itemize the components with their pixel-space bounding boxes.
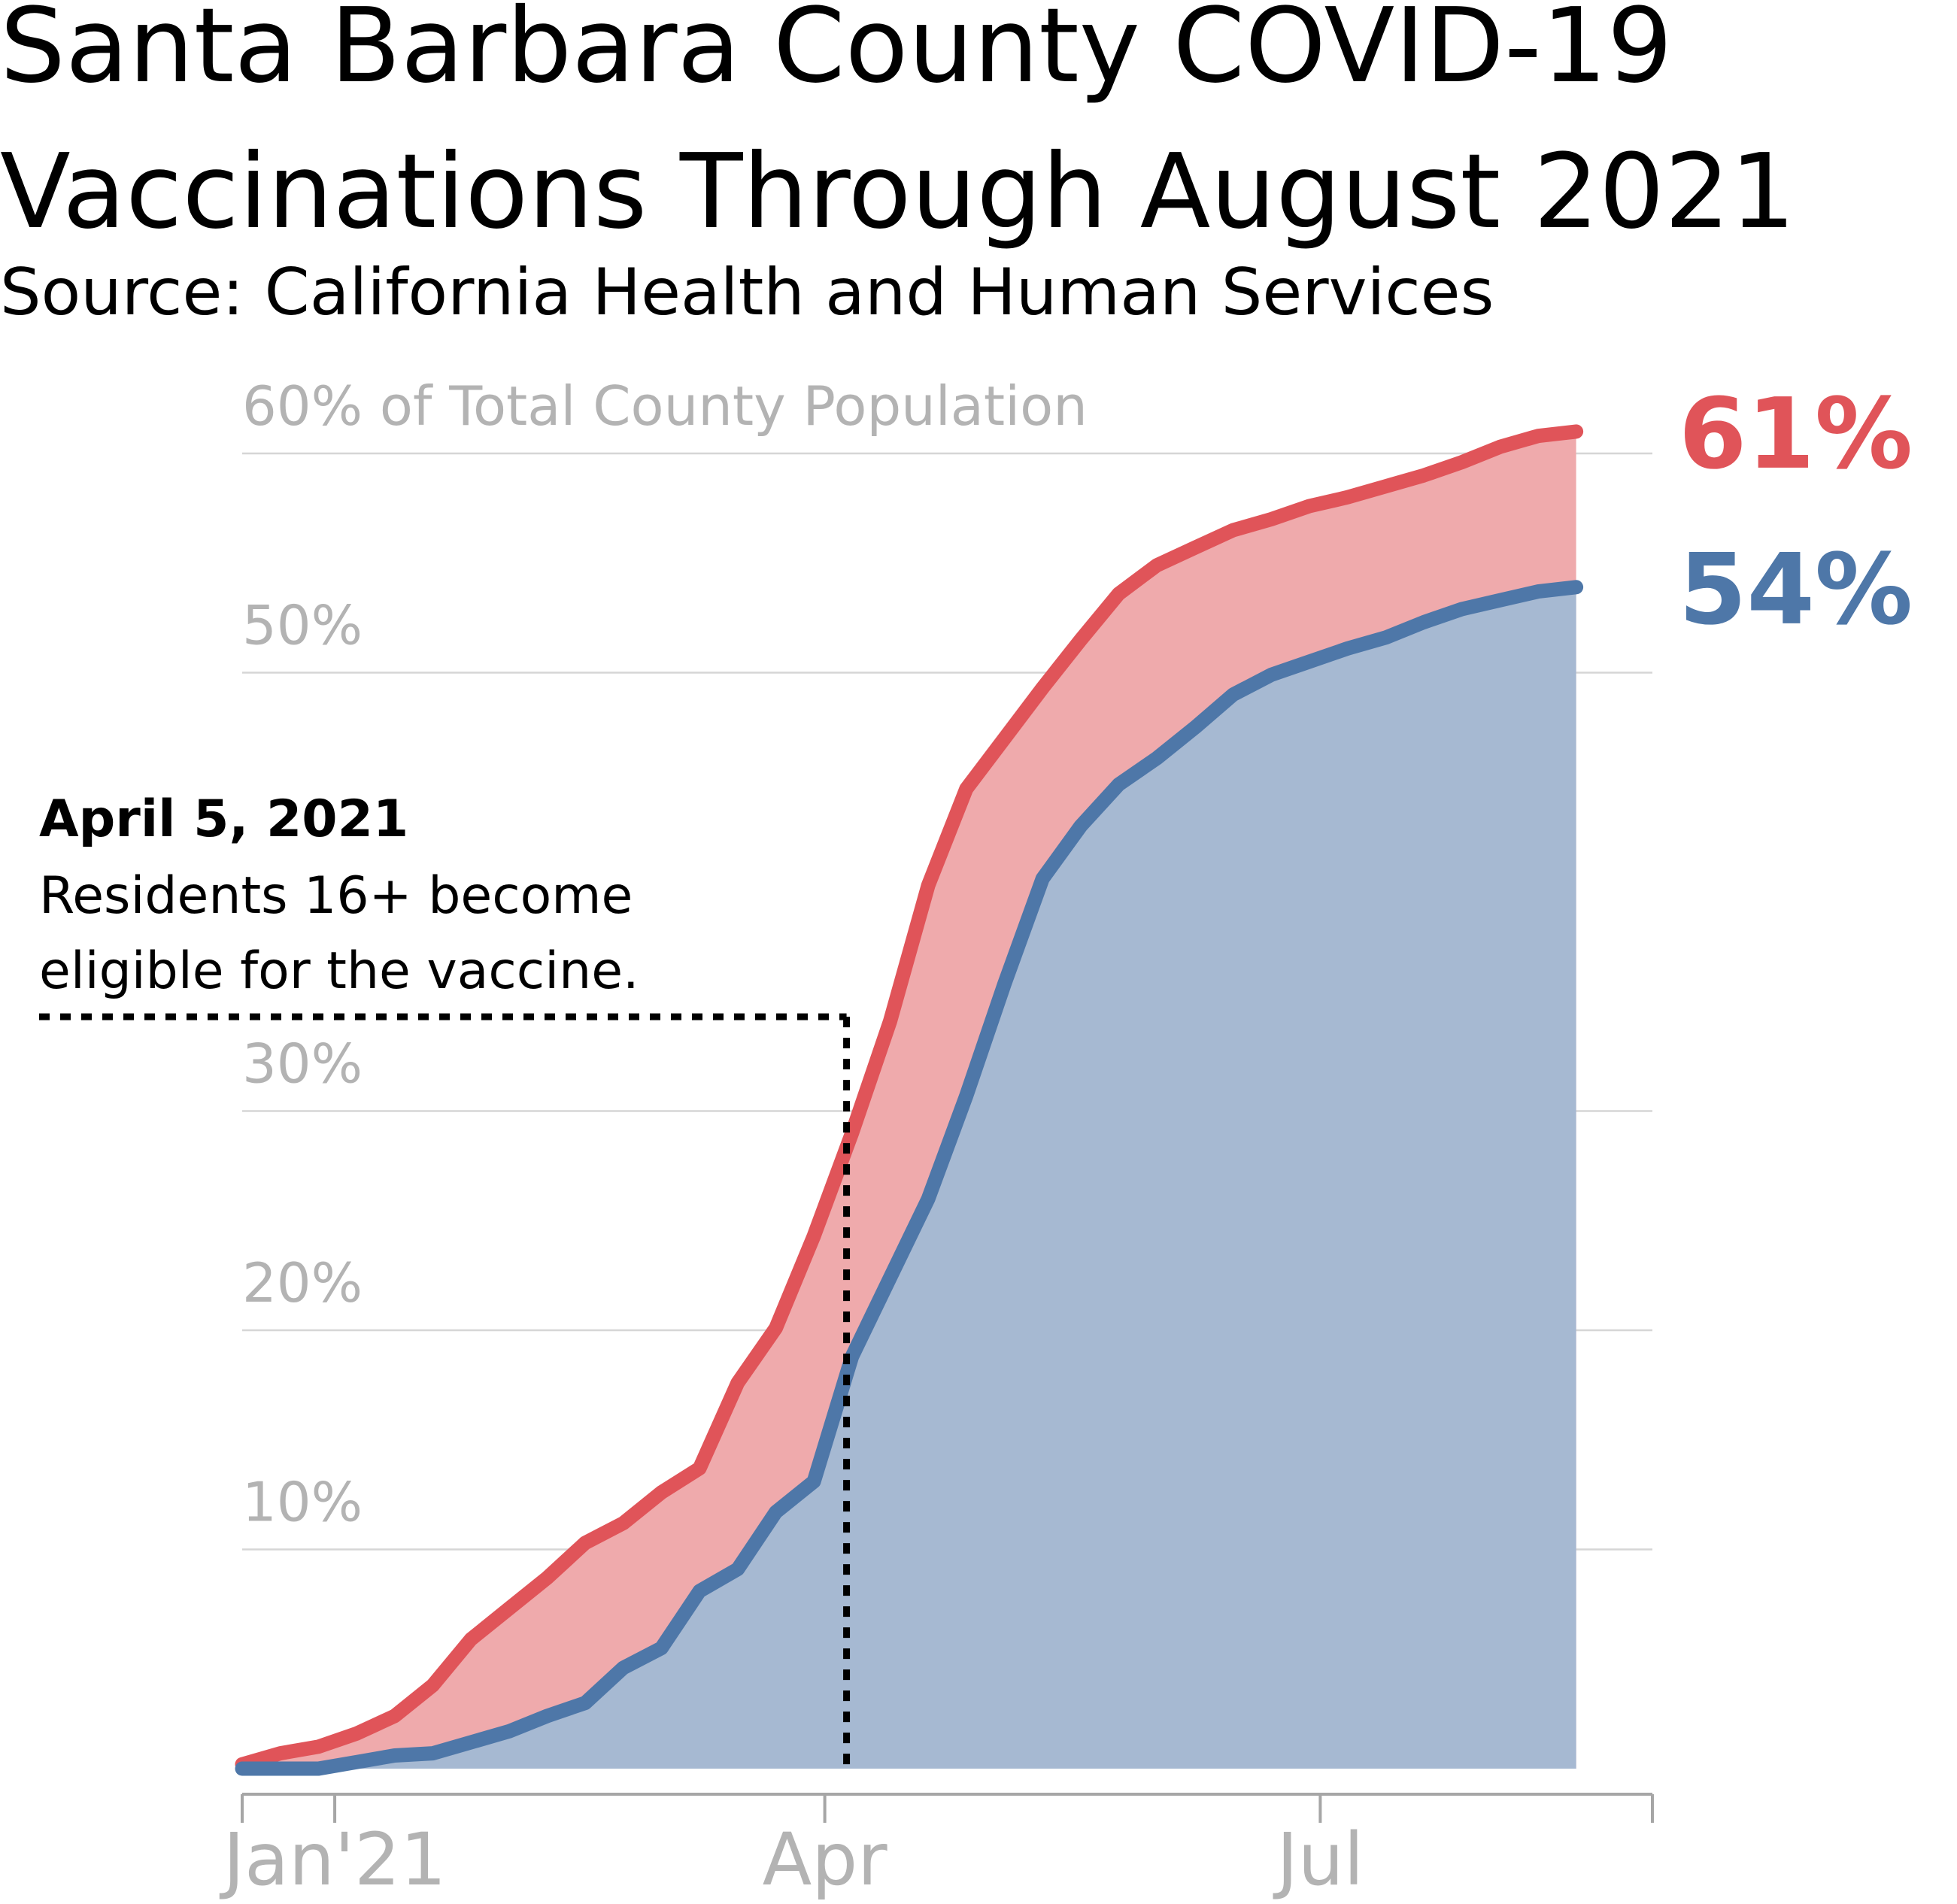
series-line (235, 580, 1584, 1776)
y-tick-label: 20% (242, 1251, 363, 1314)
annotation-line-1: Residents 16+ become (39, 866, 633, 926)
y-tick-label: 60% of Total County Population (242, 374, 1088, 438)
y-tick-label: 50% (242, 594, 363, 657)
x-tick-label: Jul (1273, 1818, 1364, 1902)
y-tick-label: 10% (242, 1471, 363, 1534)
x-tick-label: Jan'21 (220, 1818, 447, 1902)
annotation-heading: April 5, 2021 (39, 790, 408, 849)
chart-subtitle: Source: California Health and Human Serv… (0, 255, 1494, 330)
annotation: April 5, 2021 Residents 16+ become eligi… (39, 790, 851, 1769)
series-area (242, 587, 1576, 1769)
y-tick-label: 30% (242, 1032, 363, 1096)
series-lines (235, 424, 1584, 1776)
series-end-label: 54% (1679, 532, 1913, 647)
x-axis: Jan'21 Apr Jul (220, 1793, 1654, 1902)
x-tick-label: Apr (763, 1818, 888, 1902)
chart-title-line-2: Vaccinations Through August 2021 (0, 132, 1795, 252)
chart-title-line-1: Santa Barbara County COVID-19 (0, 0, 1673, 106)
series-areas (242, 431, 1576, 1769)
annotation-line-2: eligible for the vaccine. (39, 941, 639, 1001)
series-line (235, 424, 1584, 1772)
end-labels: 61%54% (1679, 377, 1913, 647)
series-end-label: 61% (1679, 377, 1913, 491)
